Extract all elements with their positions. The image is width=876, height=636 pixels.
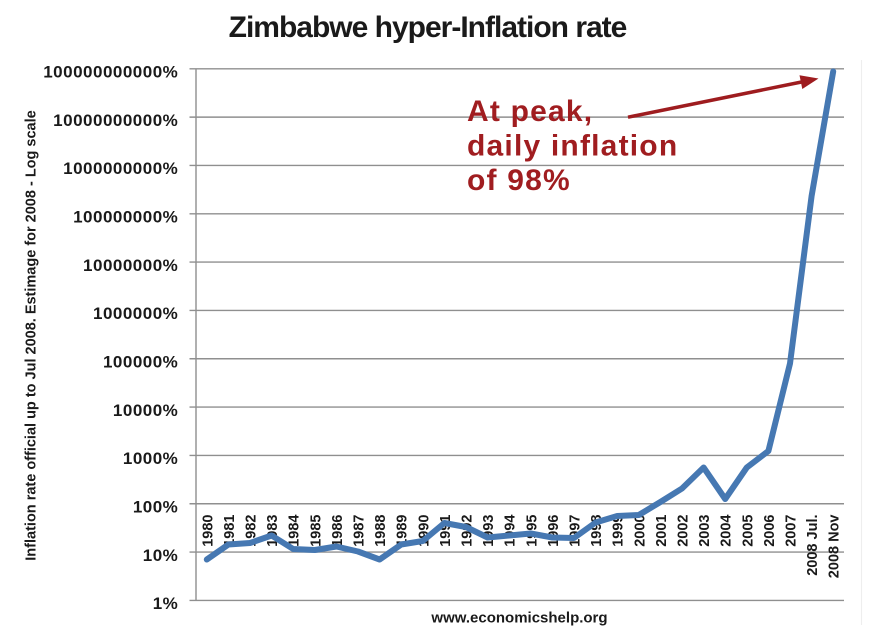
svg-text:At peak,: At peak, [467, 95, 593, 128]
svg-text:10%: 10% [143, 546, 179, 565]
svg-text:2000: 2000 [632, 515, 648, 547]
svg-text:1987: 1987 [352, 515, 368, 547]
svg-text:daily inflation: daily inflation [467, 130, 678, 163]
svg-text:2003: 2003 [697, 515, 713, 547]
svg-text:100000000%: 100000000% [73, 207, 178, 226]
svg-text:1981: 1981 [222, 515, 238, 547]
svg-text:1986: 1986 [330, 515, 346, 547]
svg-text:2002: 2002 [676, 515, 692, 547]
svg-text:2008 Nov: 2008 Nov [827, 515, 843, 579]
svg-text:1996: 1996 [546, 515, 562, 547]
svg-text:2008 Jul.: 2008 Jul. [805, 515, 821, 576]
svg-text:1988: 1988 [373, 515, 389, 547]
svg-text:2007: 2007 [784, 515, 800, 547]
svg-text:1993: 1993 [481, 515, 497, 547]
svg-text:1999: 1999 [611, 515, 627, 547]
svg-text:1%: 1% [153, 594, 179, 613]
svg-text:1980: 1980 [200, 515, 216, 547]
svg-text:10000000000%: 10000000000% [53, 111, 178, 130]
svg-text:2001: 2001 [654, 515, 670, 547]
svg-text:1994: 1994 [503, 515, 519, 547]
svg-text:2004: 2004 [719, 515, 735, 547]
svg-text:1000%: 1000% [123, 449, 178, 468]
svg-text:of 98%: of 98% [467, 164, 571, 197]
svg-text:100000000000%: 100000000000% [43, 63, 178, 82]
svg-text:10000%: 10000% [113, 401, 178, 420]
svg-text:100%: 100% [133, 497, 178, 516]
svg-text:1989: 1989 [395, 515, 411, 547]
svg-text:1000000%: 1000000% [93, 304, 178, 323]
svg-text:www.economicshelp.org: www.economicshelp.org [430, 610, 607, 627]
svg-text:1985: 1985 [308, 515, 324, 547]
svg-text:100000%: 100000% [103, 352, 178, 371]
svg-text:1000000000%: 1000000000% [63, 159, 178, 178]
svg-text:2006: 2006 [762, 515, 778, 547]
svg-text:2005: 2005 [740, 515, 756, 547]
svg-text:Zimbabwe hyper-Inflation rate: Zimbabwe hyper-Inflation rate [229, 11, 627, 44]
svg-text:1991: 1991 [438, 515, 454, 547]
svg-text:10000000%: 10000000% [83, 256, 178, 275]
svg-text:Inflation rate official up to: Inflation rate official up to Jul 2008. … [24, 110, 40, 560]
svg-text:1984: 1984 [287, 515, 303, 547]
svg-text:1995: 1995 [524, 515, 540, 547]
